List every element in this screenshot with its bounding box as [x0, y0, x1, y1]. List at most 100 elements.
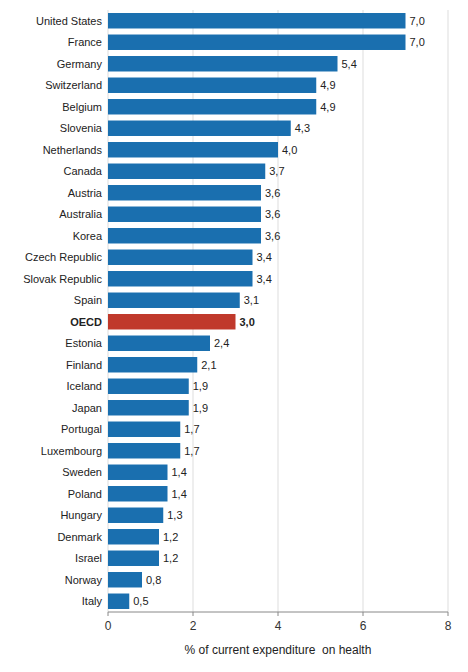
chart: 0 2 4 6 8 United States France Germany Switzerla…	[0, 0, 468, 672]
bar	[108, 293, 240, 308]
data-label: 3,1	[244, 294, 259, 306]
category-label: Luxembourg	[41, 445, 102, 457]
category-label: Finland	[66, 359, 102, 371]
data-label: 7,0	[410, 15, 425, 27]
data-label: 3,4	[257, 273, 272, 285]
category-label: Czech Republic	[25, 251, 103, 263]
data-label: 3,6	[265, 230, 280, 242]
category-label: United States	[36, 15, 103, 27]
data-label: 3,4	[257, 251, 272, 263]
tick-mark	[108, 612, 109, 616]
data-label: 4,9	[320, 79, 335, 91]
data-label: 3,7	[269, 165, 284, 177]
category-label: Hungary	[60, 509, 102, 521]
category-label: OECD	[70, 316, 102, 328]
bar	[108, 121, 291, 136]
data-label: 3,6	[265, 208, 280, 220]
category-label: Denmark	[57, 531, 102, 543]
bar	[108, 357, 197, 372]
bar	[108, 78, 316, 93]
category-label: Korea	[73, 230, 103, 242]
data-label: 7,0	[410, 36, 425, 48]
data-label: 2,1	[201, 359, 216, 371]
tick-label: 4	[275, 619, 282, 633]
category-label: Poland	[68, 488, 102, 500]
category-label: Belgium	[62, 101, 102, 113]
data-label: 1,9	[193, 402, 208, 414]
data-label: 1,4	[172, 488, 187, 500]
x-axis-line	[108, 612, 448, 613]
data-label: 4,0	[282, 144, 297, 156]
category-label: Spain	[74, 294, 102, 306]
tick-label: 2	[190, 619, 197, 633]
category-label: Estonia	[65, 337, 103, 349]
data-label: 0,5	[133, 595, 148, 607]
grid	[108, 10, 448, 612]
category-label: Slovenia	[60, 122, 103, 134]
category-label: Iceland	[67, 380, 102, 392]
bar	[108, 422, 180, 437]
bar	[108, 35, 406, 50]
category-label: Sweden	[62, 466, 102, 478]
data-label: 1,9	[193, 380, 208, 392]
data-label: 1,7	[184, 445, 199, 457]
category-label: Netherlands	[43, 144, 103, 156]
bar	[108, 13, 406, 28]
data-label: 1,7	[184, 423, 199, 435]
bar	[108, 164, 265, 179]
bar	[108, 250, 253, 265]
bar	[108, 336, 210, 351]
data-label: 4,9	[320, 101, 335, 113]
category-label: Germany	[57, 58, 103, 70]
bar	[108, 314, 236, 329]
category-label: Portugal	[61, 423, 102, 435]
data-label: 0,8	[146, 574, 161, 586]
data-label: 1,2	[163, 552, 178, 564]
grid-line	[363, 10, 364, 612]
bar	[108, 271, 253, 286]
bar	[108, 207, 261, 222]
data-label: 3,6	[265, 187, 280, 199]
category-label: Japan	[72, 402, 102, 414]
data-label: 5,4	[342, 58, 357, 70]
data-label: 1,3	[167, 509, 182, 521]
tick-label: 8	[445, 619, 452, 633]
tick-mark	[363, 612, 364, 616]
tick-mark	[278, 612, 279, 616]
bar	[108, 400, 189, 415]
tick-label: 6	[360, 619, 367, 633]
bar	[108, 379, 189, 394]
category-label: Slovak Republic	[23, 273, 102, 285]
data-label: 1,4	[172, 466, 187, 478]
bars	[108, 13, 406, 609]
bar	[108, 594, 129, 609]
category-label: Austria	[68, 187, 103, 199]
bar	[108, 142, 278, 157]
grid-line	[448, 10, 449, 612]
data-label: 4,3	[295, 122, 310, 134]
bar	[108, 185, 261, 200]
data-label: 3,0	[240, 316, 255, 328]
bar	[108, 486, 168, 501]
category-label: Switzerland	[45, 79, 102, 91]
bar	[108, 572, 142, 587]
data-label: 1,2	[163, 531, 178, 543]
category-label: Canada	[63, 165, 102, 177]
category-label: France	[68, 36, 102, 48]
bar	[108, 56, 338, 71]
data-label: 2,4	[214, 337, 229, 349]
bar	[108, 529, 159, 544]
category-label: Italy	[82, 595, 103, 607]
bar	[108, 228, 261, 243]
category-label: Israel	[75, 552, 102, 564]
tick-label: 0	[105, 619, 112, 633]
category-label: Norway	[65, 574, 103, 586]
tick-mark	[448, 612, 449, 616]
category-label: Australia	[59, 208, 103, 220]
bar	[108, 443, 180, 458]
bar	[108, 465, 168, 480]
tick-mark	[193, 612, 194, 616]
bar	[108, 551, 159, 566]
x-axis-label: % of current expenditure on health	[185, 643, 372, 657]
bar	[108, 99, 316, 114]
